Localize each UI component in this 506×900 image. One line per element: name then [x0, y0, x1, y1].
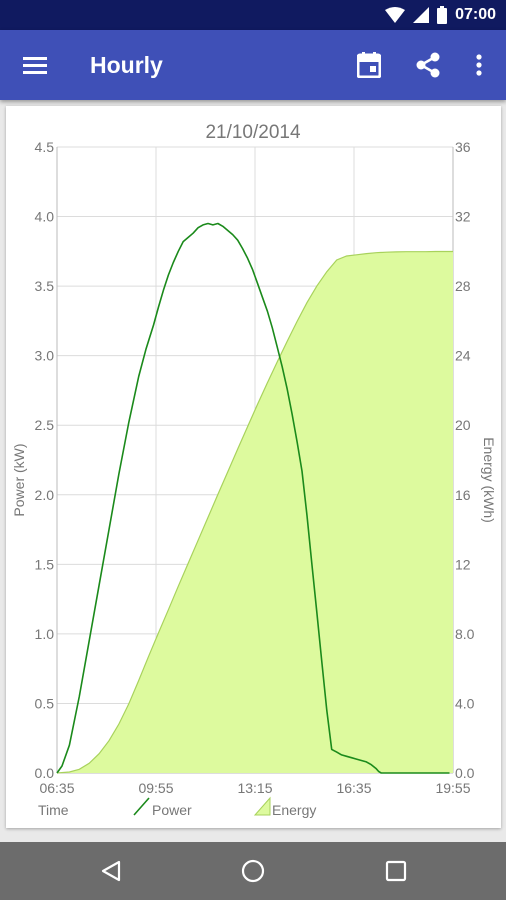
status-time: 07:00 [455, 6, 496, 23]
y-left-tick-label: 1.0 [35, 626, 55, 642]
y-left-tick-label: 2.0 [35, 487, 55, 503]
y-left-tick-label: 3.5 [35, 278, 55, 294]
app-bar: Hourly [0, 30, 506, 100]
more-vert-icon [476, 54, 482, 76]
hamburger-menu-icon [23, 57, 47, 74]
y-right-tick-label: 16 [455, 487, 471, 503]
back-button[interactable] [94, 854, 128, 888]
x-tick-label: 16:35 [336, 780, 371, 796]
legend-power-label: Power [152, 802, 192, 818]
share-icon [416, 52, 440, 78]
navigation-bar [0, 842, 506, 900]
y-right-tick-label: 0.0 [455, 765, 475, 781]
y-right-tick-label: 12 [455, 556, 471, 572]
x-axis-label: Time [38, 802, 69, 818]
y-left-tick-label: 0.5 [35, 695, 55, 711]
energy-line [56, 250, 453, 774]
home-button[interactable] [236, 854, 270, 888]
y-left-tick-label: 0.0 [35, 765, 55, 781]
y-axis-left-label: Power (kW) [11, 443, 27, 516]
legend: Power Energy [133, 796, 316, 818]
y-axis-right-label: Energy (kWh) [481, 437, 497, 523]
power-line [56, 222, 450, 774]
page-title: Hourly [90, 52, 163, 78]
x-tick-label: 19:55 [435, 780, 470, 796]
y-right-tick-label: 36 [455, 139, 471, 155]
home-circle-icon [241, 859, 265, 883]
y-right-tick-label: 32 [455, 209, 471, 225]
y-left-tick-label: 4.5 [35, 139, 55, 155]
calendar-button[interactable] [351, 47, 387, 83]
recents-square-icon [385, 860, 407, 882]
status-bar: 07:00 [0, 0, 506, 30]
y-left-tick-label: 4.0 [35, 209, 55, 225]
chart-title: 21/10/2014 [205, 122, 301, 143]
legend-energy-label: Energy [272, 802, 316, 818]
y-right-tick-label: 24 [455, 348, 471, 364]
y-left-tick-label: 3.0 [35, 348, 55, 364]
wifi-icon [385, 7, 406, 23]
y-right-tick-label: 4.0 [455, 695, 475, 711]
y-right-tick-label: 28 [455, 278, 471, 294]
back-triangle-icon [101, 860, 121, 882]
battery-icon [437, 6, 448, 24]
energy-area [57, 251, 453, 773]
cellular-signal-icon [413, 7, 430, 23]
hourly-chart: 0.0 0.0 0.5 4.0 1.0 8.0 1.5 12 2.0 16 2.5 20 3.0 24 3.… [11, 122, 497, 818]
y-left-tick-label: 2.5 [35, 417, 55, 433]
x-tick-label: 09:55 [138, 780, 173, 796]
y-right-tick-label: 20 [455, 417, 471, 433]
y-left-tick-label: 1.5 [35, 556, 55, 572]
status-icons: 07:00 [385, 5, 496, 25]
x-tick-label: 13:15 [237, 780, 272, 796]
share-button[interactable] [410, 47, 446, 83]
y-right-tick-label: 8.0 [455, 626, 475, 642]
x-tick-label: 06:35 [39, 780, 74, 796]
menu-button[interactable] [17, 47, 53, 83]
legend-energy-swatch [253, 796, 271, 816]
chart-card: 0.0 0.0 0.5 4.0 1.0 8.0 1.5 12 2.0 16 2.5 20 3.0 24 3.… [6, 106, 501, 828]
overflow-menu-button[interactable] [461, 47, 497, 83]
recents-button[interactable] [379, 854, 413, 888]
legend-power-swatch [133, 797, 150, 816]
calendar-icon [357, 52, 381, 78]
